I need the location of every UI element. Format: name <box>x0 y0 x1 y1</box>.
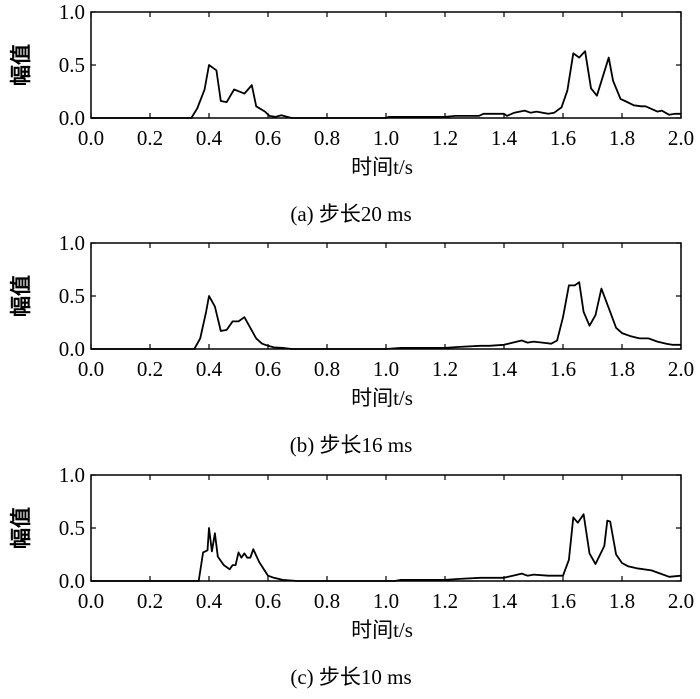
x-tick-label: 1.4 <box>491 357 518 381</box>
x-tick-label: 1.8 <box>609 357 635 381</box>
subplot-0: 0.0 0.2 0.4 0.6 0.8 1.0 1.2 1.4 1.6 1.8 2.0 0.0 0.5 1… <box>9 0 694 226</box>
x-axis-label: 时间t/s <box>351 618 413 642</box>
subplot-caption: (b) 步长16 ms <box>290 433 413 457</box>
y-tick-label: 0.5 <box>59 53 85 77</box>
series-line <box>91 281 681 350</box>
x-tick-label: 1.0 <box>373 357 399 381</box>
x-tick-label: 0.4 <box>196 589 223 613</box>
x-tick-label: 1.0 <box>373 589 399 613</box>
series-line <box>91 513 682 582</box>
x-tick-label: 1.4 <box>491 589 518 613</box>
x-tick-label: 0.6 <box>255 126 281 150</box>
x-tick-label: 1.8 <box>609 589 635 613</box>
y-tick-label: 0.5 <box>59 516 85 540</box>
x-tick-label: 1.8 <box>609 126 635 150</box>
plot-frame <box>90 11 682 119</box>
y-axis-label: 幅值 <box>9 44 33 86</box>
y-tick-label: 1.0 <box>59 231 85 255</box>
y-tick-label: 0.0 <box>59 569 85 593</box>
x-tick-label: 0.8 <box>314 126 340 150</box>
x-tick-label: 1.2 <box>432 357 458 381</box>
y-tick-label: 0.0 <box>59 106 85 130</box>
subplot-caption: (a) 步长20 ms <box>290 202 411 226</box>
y-axis-label: 幅值 <box>9 275 33 317</box>
x-tick-label: 0.4 <box>196 126 223 150</box>
x-tick-label: 1.2 <box>432 589 458 613</box>
x-tick-label: 2.0 <box>668 126 694 150</box>
x-tick-label: 1.4 <box>491 126 518 150</box>
y-tick-label: 0.5 <box>59 284 85 308</box>
x-tick-label: 0.8 <box>314 357 340 381</box>
x-tick-label: 0.0 <box>78 357 104 381</box>
subplot-caption: (c) 步长10 ms <box>290 665 411 689</box>
x-tick-label: 1.6 <box>550 126 576 150</box>
plot-frame <box>90 474 682 582</box>
x-axis-label: 时间t/s <box>351 386 413 410</box>
x-tick-label: 2.0 <box>668 357 694 381</box>
y-tick-label: 0.0 <box>59 337 85 361</box>
x-tick-label: 1.6 <box>550 357 576 381</box>
x-tick-label: 0.2 <box>137 357 163 381</box>
x-tick-label: 2.0 <box>668 589 694 613</box>
x-tick-label: 0.2 <box>137 126 163 150</box>
y-tick-label: 1.0 <box>59 0 85 24</box>
x-tick-label: 0.0 <box>78 126 104 150</box>
x-tick-label: 0.8 <box>314 589 340 613</box>
y-axis-label: 幅值 <box>9 507 33 549</box>
plot-frame <box>90 242 682 350</box>
x-tick-label: 0.4 <box>196 357 223 381</box>
y-tick-label: 1.0 <box>59 463 85 487</box>
x-axis-label: 时间t/s <box>351 155 413 179</box>
subplot-1: 0.0 0.2 0.4 0.6 0.8 1.0 1.2 1.4 1.6 1.8 2.0 0.0 0.5 1… <box>9 231 694 457</box>
x-tick-label: 0.6 <box>255 589 281 613</box>
x-tick-label: 0.6 <box>255 357 281 381</box>
series-line <box>91 50 681 119</box>
x-tick-label: 1.6 <box>550 589 576 613</box>
x-tick-label: 1.2 <box>432 126 458 150</box>
x-tick-label: 0.2 <box>137 589 163 613</box>
subplot-2: 0.0 0.2 0.4 0.6 0.8 1.0 1.2 1.4 1.6 1.8 2.0 0.0 0.5 1… <box>9 463 694 689</box>
x-tick-label: 1.0 <box>373 126 399 150</box>
x-tick-label: 0.0 <box>78 589 104 613</box>
